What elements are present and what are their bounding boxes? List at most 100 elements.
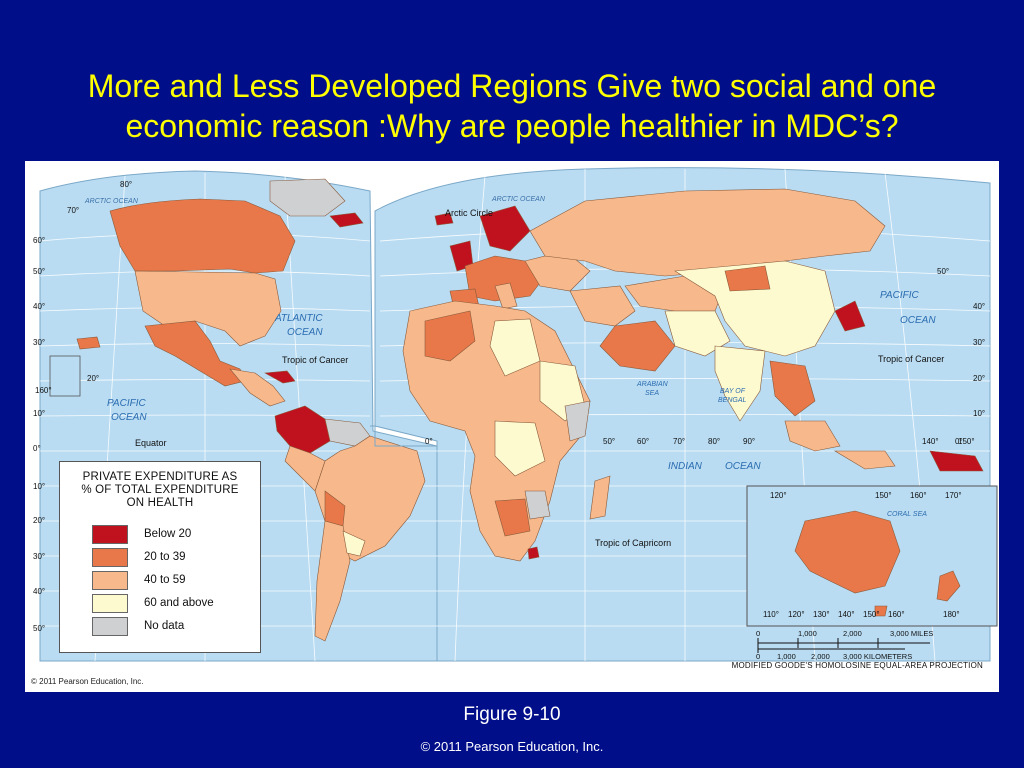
pacific-ocean-label-left: PACIFIC [107,398,146,409]
arctic-ocean-label-right: ARCTIC OCEAN [491,196,546,203]
arabian-sea-label: ARABIAN [636,381,669,388]
inset-lon-label: 110° [763,610,779,619]
new-zealand [936,570,961,602]
legend-swatch [92,570,128,590]
scale-km-label: 0 [756,652,760,661]
inset-lon-label: 160° [910,491,927,500]
legend-item-below-20: Below 20 [92,524,191,544]
lon-label: 50° [603,437,615,446]
lat-label: 0° [955,437,963,446]
map-credit: © 2011 Pearson Education, Inc. [31,677,144,686]
lat-label: 20° [33,516,45,525]
lat-label: 40° [33,302,45,311]
figure-caption: Figure 9-10 [463,704,561,725]
lat-label: 50° [33,267,45,276]
indian-ocean-label-2: OCEAN [725,461,761,472]
legend-item-20-to-39: 20 to 39 [92,547,186,567]
australia [794,510,901,594]
north-america [76,178,364,407]
inset-lon-label: 120° [788,610,805,619]
lat-label: 80° [120,180,132,189]
slide-copyright: © 2011 Pearson Education, Inc. [420,739,604,754]
lon-label: 0° [425,437,433,446]
world-map-figure: ARCTIC OCEAN ARCTIC OCEAN ATLANTIC OCEAN… [25,161,999,692]
lon-label: 160° [35,386,52,395]
lat-label: 20° [973,374,985,383]
legend-item-60-and-above: 60 and above [92,593,214,613]
legend-swatch [92,547,128,567]
legend-label: 60 and above [144,597,214,609]
lat-label: 60° [33,236,45,245]
lat-label: 0° [33,444,41,453]
inset-lon-label: 140° [838,610,855,619]
tropic-of-cancer-label-right: Tropic of Cancer [878,354,944,364]
atlantic-ocean-label-2: OCEAN [287,327,323,338]
scale-km-label: 1,000 [777,652,796,661]
lon-label: 70° [673,437,685,446]
lon-label: 80° [708,437,720,446]
pacific-ocean-label-right-2: OCEAN [900,315,936,326]
south-america [274,405,426,642]
legend-title-line: ON HEALTH [126,497,194,509]
tasmania [874,605,888,617]
map-legend: PRIVATE EXPENDITURE AS % OF TOTAL EXPEND… [59,461,261,653]
bay-of-bengal-label: BAY OF [720,388,746,395]
arctic-ocean-label-left: ARCTIC OCEAN [84,198,139,205]
pacific-ocean-label-right: PACIFIC [880,290,919,301]
inset-lon-label: 150° [863,610,880,619]
lat-label: 20° [87,374,99,383]
legend-title-line: % OF TOTAL EXPENDITURE [81,484,239,496]
lat-label: 50° [937,267,949,276]
legend-swatch [92,524,128,544]
inset-lon-label: 150° [875,491,892,500]
lat-label: 30° [973,338,985,347]
europe [434,205,591,314]
pacific-inset [49,355,81,397]
legend-label: Below 20 [144,528,192,540]
asia-south-east [674,260,984,472]
pacific-ocean-label-left-2: OCEAN [111,412,147,423]
tropic-of-capricorn-label: Tropic of Capricorn [595,538,671,548]
scale-bar [757,638,930,653]
lat-label: 40° [973,302,985,311]
lon-label: 90° [743,437,755,446]
legend-item-no-data: No data [92,616,184,636]
legend-swatch [92,616,128,636]
coral-sea-label: CORAL SEA [887,511,927,518]
scale-miles-label: 3,000 MILES [890,629,933,638]
russia [529,188,886,277]
inset-lon-label: 120° [770,491,787,500]
inset-lon-label: 170° [945,491,962,500]
lat-label: 40° [33,587,45,596]
atlantic-ocean-label: ATLANTIC [274,313,323,324]
lon-label: 140° [922,437,939,446]
lat-label: 10° [973,409,985,418]
arctic-circle-label: Arctic Circle [445,208,493,218]
australia-inset [746,485,998,627]
projection-note: MODIFIED GOODE'S HOMOLOSINE EQUAL-AREA P… [731,661,983,670]
legend-title: PRIVATE EXPENDITURE AS % OF TOTAL EXPEND… [60,471,260,510]
scale-km-label: 3,000 KILOMETERS [843,652,912,661]
legend-label: 20 to 39 [144,551,186,563]
lat-label: 30° [33,552,45,561]
legend-item-40-to-59: 40 to 59 [92,570,186,590]
lat-label: 70° [67,206,79,215]
bay-of-bengal-label-2: BENGAL [718,397,747,404]
tropic-of-cancer-label-left: Tropic of Cancer [282,355,348,365]
lon-label: 150° [958,437,975,446]
equator-label: Equator [135,438,167,448]
indian-ocean-label: INDIAN [668,461,703,472]
lat-label: 30° [33,338,45,347]
lon-label: 60° [637,437,649,446]
legend-swatch [92,593,128,613]
scale-miles-label: 0 [756,629,760,638]
scale-km-label: 2,000 [811,652,830,661]
legend-label: No data [144,620,185,632]
africa [402,300,611,562]
middle-east [569,275,731,372]
arabian-sea-label-2: SEA [645,390,659,397]
inset-lon-label: 180° [943,610,960,619]
lat-label: 50° [33,624,45,633]
lat-label: 10° [33,409,45,418]
scale-miles-label: 1,000 [798,629,817,638]
